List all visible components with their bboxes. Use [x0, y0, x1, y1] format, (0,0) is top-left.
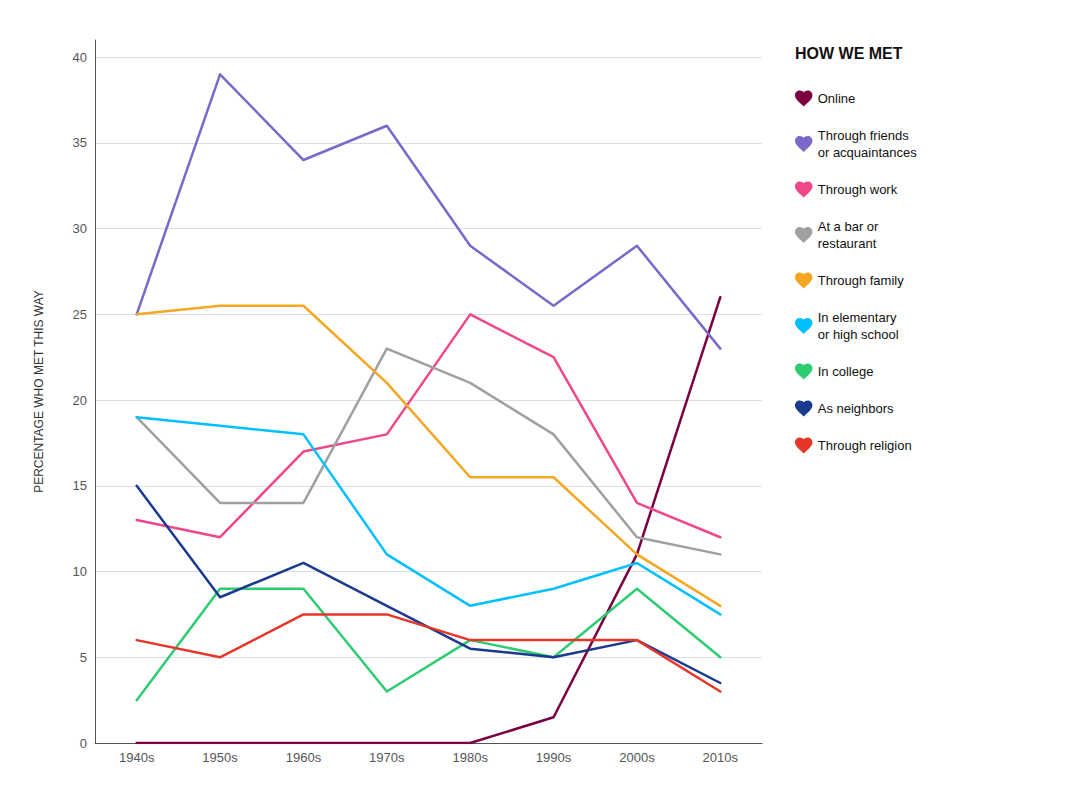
- svg-text:1950s: 1950s: [202, 750, 238, 765]
- svg-text:30: 30: [73, 221, 87, 236]
- svg-text:0: 0: [80, 736, 87, 751]
- svg-text:1970s: 1970s: [369, 750, 405, 765]
- svg-text:1960s: 1960s: [286, 750, 322, 765]
- svg-text:Through religion: Through religion: [818, 438, 912, 453]
- svg-text:As neighbors: As neighbors: [818, 401, 894, 416]
- svg-text:1990s: 1990s: [536, 750, 572, 765]
- svg-text:At a bar or: At a bar or: [818, 219, 879, 234]
- svg-text:25: 25: [73, 307, 87, 322]
- svg-text:20: 20: [73, 393, 87, 408]
- svg-text:or acquaintances: or acquaintances: [818, 145, 918, 160]
- svg-text:35: 35: [73, 135, 87, 150]
- svg-text:5: 5: [80, 650, 87, 665]
- svg-text:2010s: 2010s: [703, 750, 739, 765]
- svg-text:In college: In college: [818, 364, 874, 379]
- svg-text:PERCENTAGE WHO MET THIS WAY: PERCENTAGE WHO MET THIS WAY: [32, 290, 46, 493]
- svg-text:Through work: Through work: [818, 182, 898, 197]
- svg-text:10: 10: [73, 564, 87, 579]
- svg-text:15: 15: [73, 478, 87, 493]
- svg-text:1980s: 1980s: [452, 750, 488, 765]
- svg-text:2000s: 2000s: [619, 750, 655, 765]
- svg-text:HOW WE MET: HOW WE MET: [795, 45, 903, 62]
- svg-text:Through friends: Through friends: [818, 128, 910, 143]
- svg-text:Online: Online: [818, 91, 856, 106]
- svg-text:In elementary: In elementary: [818, 310, 897, 325]
- svg-text:restaurant: restaurant: [818, 236, 877, 251]
- svg-text:40: 40: [73, 50, 87, 65]
- svg-text:1940s: 1940s: [119, 750, 155, 765]
- svg-text:or high school: or high school: [818, 327, 899, 342]
- svg-text:Through family: Through family: [818, 273, 904, 288]
